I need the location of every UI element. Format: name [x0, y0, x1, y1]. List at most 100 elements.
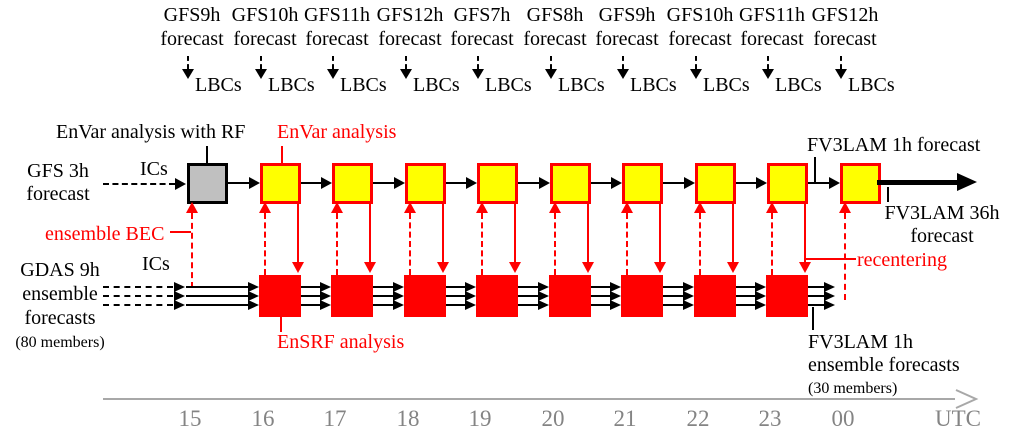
gfs-hour-label: GFS11h: [739, 4, 805, 26]
ensemble-forecast-arrowhead-icon: [538, 300, 549, 310]
ensemble-forecast-line: [663, 286, 683, 288]
gfs-forecast-word: forecast: [523, 28, 587, 50]
forecast-arrowhead-icon: [394, 177, 405, 189]
ensemble-forecast-arrowhead-icon: [320, 282, 331, 292]
ensemble-forecast-arrowhead-icon: [465, 300, 476, 310]
recentering-arrow-line: [297, 203, 299, 263]
ensemble-bec-arrow-line: [626, 213, 628, 275]
fv3lam-36h-arrow-line: [877, 180, 957, 185]
ics-ensemble-line: [103, 286, 173, 288]
lbcs-arrow-line: [260, 56, 262, 69]
gfs-forecast-word: forecast: [450, 28, 514, 50]
gfs-forecast-word: forecast: [233, 28, 297, 50]
lbcs-arrowhead-icon: [472, 69, 484, 79]
ensemble-bec-connector-line: [170, 231, 191, 233]
recentering-arrow-line: [442, 203, 444, 263]
ensemble-forecast-line: [663, 295, 683, 297]
envar-analysis-box: [260, 163, 301, 204]
lbcs-label: LBCs: [775, 74, 822, 96]
ensrf-analysis-box: [549, 275, 591, 317]
ensemble-output-line: [808, 304, 824, 306]
recentering-arrowhead-icon: [582, 262, 594, 273]
ensemble-forecast-arrowhead-icon: [610, 282, 621, 292]
gdas-members-label: (80 members): [15, 334, 105, 351]
ensemble-bec-arrowhead-icon: [404, 202, 416, 213]
ensemble-forecast-line: [301, 295, 320, 297]
recentering-arrowhead-icon: [727, 262, 739, 273]
fv3lam-36h-pointer-line: [887, 187, 889, 202]
ensemble-forecast-line: [186, 295, 248, 297]
ensemble-forecast-arrowhead-icon: [610, 291, 621, 301]
recentering-arrow-line: [587, 203, 589, 263]
axis-tick-label: 20: [541, 406, 565, 431]
lbcs-label: LBCs: [703, 74, 750, 96]
axis-tick-label: 19: [468, 406, 492, 431]
ensrf-analysis-box: [766, 275, 808, 317]
ensemble-forecast-line: [518, 304, 538, 306]
ensrf-analysis-box: [331, 275, 373, 317]
ensemble-output-line: [808, 295, 824, 297]
fv3lam-ens-pointer-line: [812, 307, 814, 330]
envar-analysis-box: [332, 163, 373, 204]
recentering-arrowhead-icon: [292, 262, 304, 273]
envar-analysis-box: [767, 163, 808, 204]
ics-label-deterministic: ICs: [140, 158, 168, 180]
ensemble-forecast-arrowhead-icon: [248, 291, 259, 301]
forecast-arrowhead-icon: [321, 177, 332, 189]
ensemble-forecast-arrowhead-icon: [465, 282, 476, 292]
ensemble-forecast-arrowhead-icon: [393, 291, 404, 301]
gfs-hour-label: GFS10h: [666, 4, 734, 26]
ensemble-bec-arrow-line: [844, 213, 846, 300]
axis-tick-label: 17: [323, 406, 347, 431]
ensemble-forecast-line: [446, 295, 465, 297]
ensemble-forecast-line: [736, 304, 755, 306]
ensemble-forecast-line: [518, 295, 538, 297]
fv3lam-36h-forecast-label: FV3LAM 36h forecast: [884, 202, 1000, 247]
ics-ensemble-line: [103, 304, 173, 306]
axis-tick-label: 22: [686, 406, 710, 431]
ensemble-forecast-line: [518, 286, 538, 288]
envar-pointer-line: [281, 146, 283, 163]
gfs-forecast-word: forecast: [813, 28, 877, 50]
lbcs-arrow-line: [767, 56, 769, 69]
gfs-forecast-word: forecast: [740, 28, 804, 50]
ensrf-pointer-line: [280, 317, 282, 332]
ensemble-bec-arrowhead-icon: [621, 202, 633, 213]
ensemble-bec-arrowhead-icon: [331, 202, 343, 213]
envar-analysis-box: [622, 163, 663, 204]
recentering-arrowhead-icon: [799, 262, 811, 273]
ensemble-forecast-arrowhead-icon: [393, 300, 404, 310]
ensemble-bec-arrowhead-icon: [476, 202, 488, 213]
ensemble-forecast-arrowhead-icon: [683, 291, 694, 301]
lbcs-arrow-line: [840, 56, 842, 69]
ics-ensemble-arrowhead-icon: [174, 300, 185, 310]
ensemble-forecast-arrowhead-icon: [538, 291, 549, 301]
recentering-connector-line: [805, 258, 856, 260]
ensemble-output-arrowhead-icon: [824, 291, 835, 301]
ensemble-forecast-line: [591, 286, 610, 288]
forecast-arrow-line: [518, 182, 540, 184]
forecast-arrowhead-icon: [466, 177, 477, 189]
gfs-forecast-word: forecast: [160, 28, 224, 50]
envar-analysis-box: [477, 163, 518, 204]
ensrf-analysis-box: [621, 275, 663, 317]
fv3lam-ens-members-label: (30 members): [808, 380, 898, 397]
ensemble-bec-arrow-line: [481, 213, 483, 275]
envar-analysis-label: EnVar analysis: [277, 121, 397, 143]
gfs-hour-label: GFS12h: [376, 4, 444, 26]
fv3lam-ensemble-forecasts-label: FV3LAM 1h ensemble forecasts: [808, 331, 960, 376]
ensemble-forecast-line: [736, 295, 755, 297]
lbcs-arrowhead-icon: [182, 69, 194, 79]
lbcs-label: LBCs: [413, 74, 460, 96]
lbcs-label: LBCs: [268, 74, 315, 96]
ensemble-bec-arrowhead-icon: [839, 202, 851, 213]
ensemble-bec-arrowhead-icon: [549, 202, 561, 213]
ensrf-analysis-label: EnSRF analysis: [277, 331, 405, 353]
forecast-arrow-line: [446, 182, 467, 184]
gfs-hour-label: GFS7h: [453, 4, 511, 26]
ensemble-bec-arrowhead-icon: [766, 202, 778, 213]
ensemble-bec-arrow-line: [409, 213, 411, 275]
lbcs-arrow-line: [405, 56, 407, 69]
fv3lam-36h-arrowhead-icon: [957, 173, 977, 191]
ensemble-forecast-arrowhead-icon: [610, 300, 621, 310]
